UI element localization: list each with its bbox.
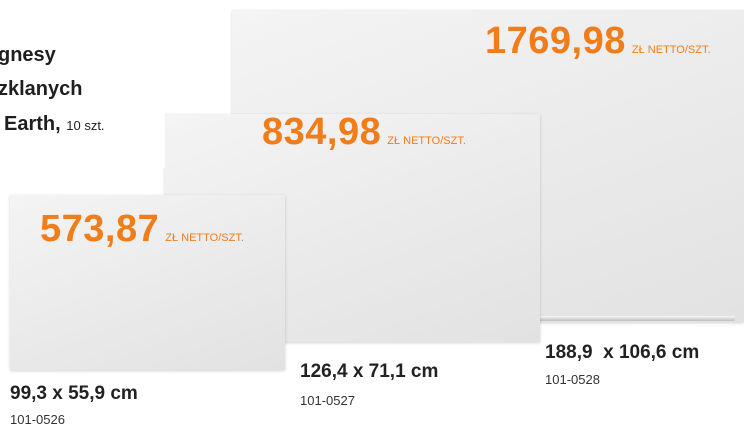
product-size: 99,3 x 55,9 cm: [10, 383, 138, 405]
product-size: 188,9 x 106,6 cm: [545, 342, 699, 364]
price-row: 1769,98 ZŁ NETTO/SZT.: [485, 20, 711, 63]
price-row: 834,98 ZŁ NETTO/SZT.: [262, 111, 466, 154]
product-code: 101-0528: [545, 372, 600, 387]
price: 834,98: [262, 111, 381, 153]
intro-line: zklanych: [0, 78, 82, 101]
intro-text: Earth,: [4, 113, 61, 135]
intro-line: Earth, 10 szt.: [4, 113, 105, 136]
product-code: 101-0526: [10, 412, 65, 427]
price-unit: ZŁ NETTO/SZT.: [165, 232, 244, 244]
intro-line: gnesy: [0, 44, 56, 67]
quantity: 10 szt.: [66, 118, 104, 133]
price-unit: ZŁ NETTO/SZT.: [387, 135, 466, 147]
intro-block: gnesy zklanych Earth, 10 szt.: [0, 0, 165, 168]
price-row: 573,87 ZŁ NETTO/SZT.: [40, 208, 244, 251]
price-unit: ZŁ NETTO/SZT.: [632, 44, 711, 56]
price: 1769,98: [485, 20, 626, 62]
price: 573,87: [40, 208, 159, 250]
catalog-page: gnesy zklanych Earth, 10 szt. 1769,98 ZŁ …: [0, 0, 744, 429]
product-size: 126,4 x 71,1 cm: [300, 361, 438, 383]
product-code: 101-0527: [300, 393, 355, 408]
board-rail: [515, 316, 735, 321]
